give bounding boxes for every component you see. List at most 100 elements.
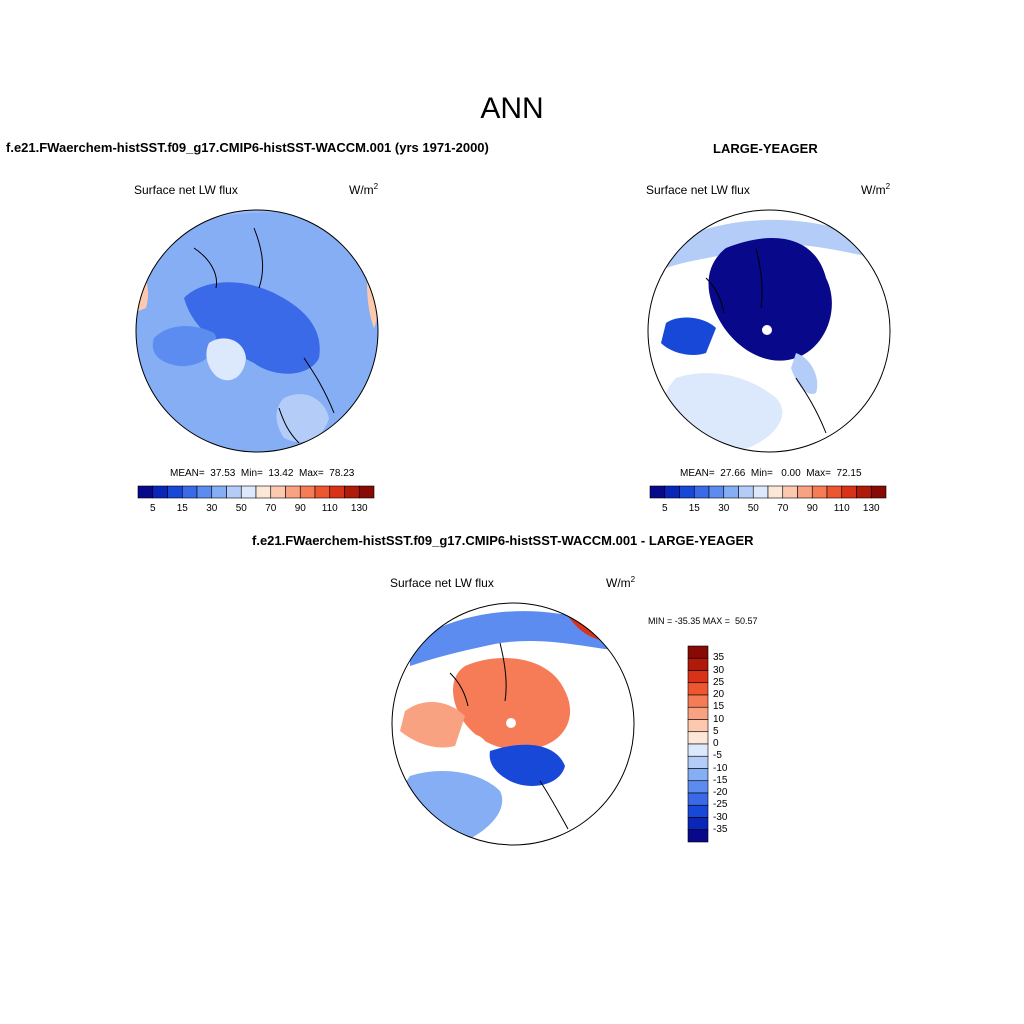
panel-2-case-title: LARGE-YEAGER (713, 141, 818, 156)
diff-colorbar-swatch (687, 817, 709, 831)
diff-map-border (391, 602, 635, 846)
panel-2-colorbar-swatch (723, 485, 739, 499)
panel-1-colorbar-swatch (270, 485, 286, 499)
panel-2-colorbar-swatch (649, 485, 666, 499)
panel-2-colorbar-swatch (841, 485, 857, 499)
diff-colorbar-tick-label: 20 (713, 689, 725, 700)
panel-1-colorbar-swatch (196, 485, 213, 499)
diff-coastlines (449, 642, 569, 830)
panel-1-colorbar-tick-label: 90 (294, 503, 306, 514)
panel-1-colorbar-tick-label: 5 (149, 503, 156, 514)
diff-colorbar-swatch (687, 645, 709, 659)
diff-colorbar-swatch (687, 731, 709, 745)
diff-colorbar-tick-label: -25 (713, 799, 728, 811)
diff-units: W/m2 (606, 575, 636, 590)
panel-1-map-border (135, 209, 379, 453)
panel-2-colorbar-swatch (797, 485, 813, 499)
diff-colorbar-swatch (687, 768, 709, 782)
panel-1-case-title: f.e21.FWaerchem-histSST.f09_g17.CMIP6-hi… (6, 140, 489, 155)
panel-2-colorbar-tick-label: 70 (777, 503, 789, 514)
panel-2-barents (791, 353, 818, 394)
panel-1-arctic-core (184, 282, 320, 374)
diff-greenland (460, 733, 489, 765)
diff-colorbar-swatch (687, 706, 709, 720)
panel-2-colorbar-tick-label: 15 (688, 503, 700, 514)
panel-2-colorbar-swatch (708, 485, 725, 499)
diff-minmax: MIN = -35.35 MAX = 50.57 (648, 616, 758, 626)
panel-2-field-label: Surface net LW flux (646, 183, 750, 197)
panel-2-pole-hole (762, 325, 772, 335)
panel-1-colorbar-ticks: 5 15 30 50 70 90 110 130 (138, 503, 374, 517)
panel-2-greenland (716, 340, 747, 374)
diff-colorbar-swatch (687, 755, 709, 769)
diff-colorbar-tick-label: 10 (713, 713, 725, 725)
panel-2-coastlines (705, 247, 827, 434)
panel-2-colorbar-swatch (752, 485, 769, 499)
diff-north-pacific (410, 611, 625, 666)
panel-1-greenland (206, 338, 246, 381)
panel-1-colorbar-swatch (152, 485, 168, 499)
panel-2-colorbar-swatch (664, 485, 680, 499)
diff-hudson-region (400, 701, 465, 748)
panel-2-colorbar (649, 485, 887, 499)
panel-1-colorbar-swatch (299, 485, 316, 499)
diff-colorbar-swatch (687, 670, 709, 684)
diff-colorbar (687, 645, 709, 843)
panel-2-colorbar-swatch (826, 485, 843, 499)
panel-2-units: W/m2 (861, 182, 891, 197)
panel-1-colorbar-tick-label: 50 (235, 503, 247, 514)
panel-2-colorbar-tick-label: 50 (747, 503, 759, 514)
diff-colorbar-swatch (687, 682, 709, 696)
diff-colorbar-swatch (687, 829, 709, 843)
diff-arctic-core (453, 658, 571, 750)
panel-1-colorbar-swatch (167, 485, 183, 499)
panel-1-warm-west (136, 268, 149, 313)
diff-colorbar-tick-label: -35 (713, 823, 728, 835)
panel-2-colorbar-swatch (693, 485, 710, 499)
diff-colorbar-tick-label: -10 (713, 762, 728, 774)
figure-title: ANN (480, 92, 544, 125)
panel-1-colorbar-tick-label: 15 (176, 503, 188, 514)
panel-1-units: W/m2 (349, 182, 379, 197)
diff-colorbar-swatch (687, 780, 709, 794)
panel-1-colorbar-swatch (226, 485, 242, 499)
diff-colorbar-tick-label: -15 (713, 774, 728, 786)
panel-1-colorbar-swatch (137, 485, 154, 499)
panel-2-arctic-ice (708, 238, 832, 361)
panel-1-colorbar-tick-label: 30 (206, 503, 218, 514)
diff-colorbar-swatch (687, 743, 709, 757)
panel-2-colorbar-tick-label: 5 (661, 503, 668, 514)
panel-2-colorbar-tick-label: 110 (833, 503, 850, 514)
panel-2-map-border (647, 209, 891, 453)
panel-1-stats: MEAN= 37.53 Min= 13.42 Max= 78.23 (170, 468, 355, 479)
panel-1-colorbar-swatch (240, 485, 257, 499)
panel-2-colorbar-tick-label: 130 (862, 503, 880, 514)
diff-field-label: Surface net LW flux (390, 576, 494, 590)
panel-1-colorbar-tick-label: 70 (265, 503, 277, 514)
diff-colorbar-tick-label: 30 (713, 664, 725, 676)
diff-case-title: f.e21.FWaerchem-histSST.f09_g17.CMIP6-hi… (252, 533, 754, 548)
panel-1-colorbar (137, 485, 375, 499)
diff-pole-hole (506, 718, 516, 728)
panel-1-colorbar-swatch (285, 485, 301, 499)
diff-colorbar-swatch (687, 792, 709, 806)
diff-colorbar-swatch (687, 719, 709, 733)
panel-2-colorbar-swatch (767, 485, 784, 499)
diff-colorbar-tick-label: 15 (713, 701, 725, 713)
diff-colorbar-ticks: 35 30 25 20 15 10 5 0 -5 -10 -15 -20 -25 -30 -35 (713, 646, 753, 842)
panel-2-colorbar-swatch (782, 485, 798, 499)
panel-1-north-atlantic (276, 394, 329, 442)
panel-1-colorbar-swatch (358, 485, 375, 499)
diff-colorbar-tick-label: -20 (713, 787, 728, 798)
panel-1-colorbar-swatch (211, 485, 227, 499)
panel-1-coastlines (193, 227, 335, 444)
panel-2-colorbar-swatch (856, 485, 872, 499)
panel-2-colorbar-ticks: 5 15 30 50 70 90 110 130 (650, 503, 886, 517)
panel-1-colorbar-swatch (314, 485, 331, 499)
panel-2-stats: MEAN= 27.66 Min= 0.00 Max= 72.15 (680, 468, 862, 479)
panel-2-colorbar-tick-label: 90 (806, 503, 818, 514)
panel-2-colorbar-swatch (679, 485, 695, 499)
diff-colorbar-swatch (687, 657, 709, 671)
diff-colorbar-swatch (687, 694, 709, 708)
panel-1-colorbar-swatch (329, 485, 345, 499)
